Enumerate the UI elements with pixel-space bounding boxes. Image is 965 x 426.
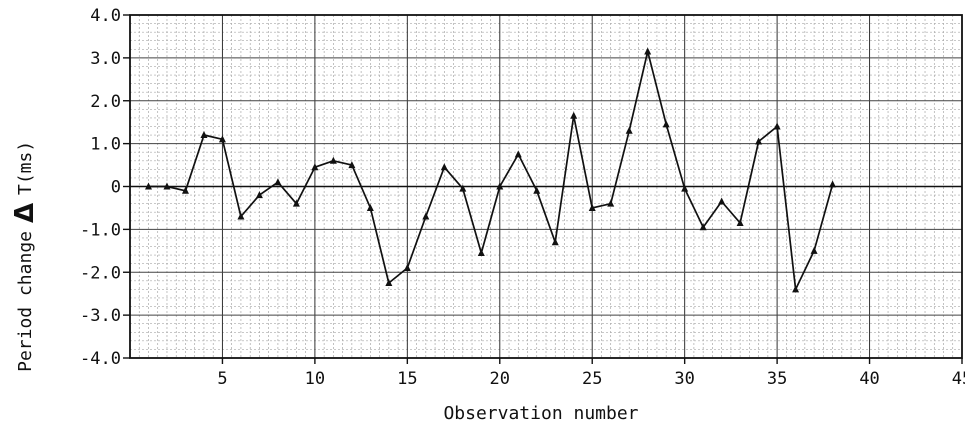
- data-point: [181, 186, 189, 194]
- x-axis-title: Observation number: [443, 403, 638, 424]
- data-point: [773, 122, 781, 130]
- x-tick-label: 10: [305, 369, 325, 389]
- y-tick-label: 0: [111, 178, 121, 198]
- x-tick-label: 15: [397, 369, 417, 389]
- data-point: [829, 180, 837, 188]
- data-point: [292, 199, 300, 207]
- data-point: [477, 248, 485, 256]
- data-point: [514, 150, 522, 158]
- data-point: [792, 285, 800, 293]
- data-point: [218, 135, 226, 143]
- data-point: [662, 120, 670, 128]
- y-tick-labels: 4.0 3.0 2.0 1.0 0 -1.0 -2.0 -3.0 -4.0: [80, 6, 130, 369]
- data-point: [200, 131, 208, 139]
- data-point: [644, 47, 652, 55]
- y-tick-label: -3.0: [80, 306, 121, 326]
- x-tick-labels: 5 10 15 20 25 30 35 40 45: [217, 358, 965, 389]
- data-points: [144, 47, 837, 293]
- data-point: [311, 163, 319, 171]
- data-point: [255, 191, 263, 199]
- data-point: [366, 203, 374, 211]
- series-line-group: [148, 50, 834, 291]
- y-tick-label: 3.0: [90, 49, 121, 69]
- data-point: [274, 178, 282, 186]
- data-point: [348, 161, 356, 169]
- series-line: [148, 50, 834, 291]
- x-tick-label: 35: [767, 369, 787, 389]
- data-point: [403, 263, 411, 271]
- x-tick-label: 5: [217, 369, 227, 389]
- data-point: [496, 182, 504, 190]
- y-tick-label: -4.0: [80, 349, 121, 369]
- x-tick-label: 40: [859, 369, 879, 389]
- data-point: [570, 111, 578, 119]
- data-point: [588, 203, 596, 211]
- data-point: [551, 238, 559, 246]
- data-point: [533, 186, 541, 194]
- y-tick-label: 2.0: [90, 92, 121, 112]
- data-point: [237, 212, 245, 220]
- y-tick-label: -1.0: [80, 220, 121, 240]
- data-point: [144, 182, 152, 190]
- x-tick-label: 30: [674, 369, 694, 389]
- y-tick-label: -2.0: [80, 263, 121, 283]
- data-point: [681, 184, 689, 192]
- delta-symbol: Δ: [10, 203, 40, 223]
- x-tick-label: 25: [582, 369, 602, 389]
- data-point: [329, 156, 337, 164]
- data-point: [607, 199, 615, 207]
- data-point: [736, 218, 744, 226]
- data-point: [718, 197, 726, 205]
- data-point: [755, 137, 763, 145]
- data-point: [385, 278, 393, 286]
- data-point: [440, 163, 448, 171]
- data-point: [699, 223, 707, 231]
- y-axis-title-prefix: Period change: [15, 231, 36, 372]
- y-axis-title-suffix: T(ms): [15, 141, 36, 195]
- y-axis-title: Period change Δ T(ms): [10, 141, 40, 372]
- data-point: [459, 184, 467, 192]
- data-point: [625, 126, 633, 134]
- data-point: [810, 246, 818, 254]
- data-point: [422, 212, 430, 220]
- data-point: [163, 182, 171, 190]
- y-tick-label: 1.0: [90, 135, 121, 155]
- x-tick-label: 45: [952, 369, 965, 389]
- y-tick-label: 4.0: [90, 6, 121, 26]
- x-tick-label: 20: [490, 369, 510, 389]
